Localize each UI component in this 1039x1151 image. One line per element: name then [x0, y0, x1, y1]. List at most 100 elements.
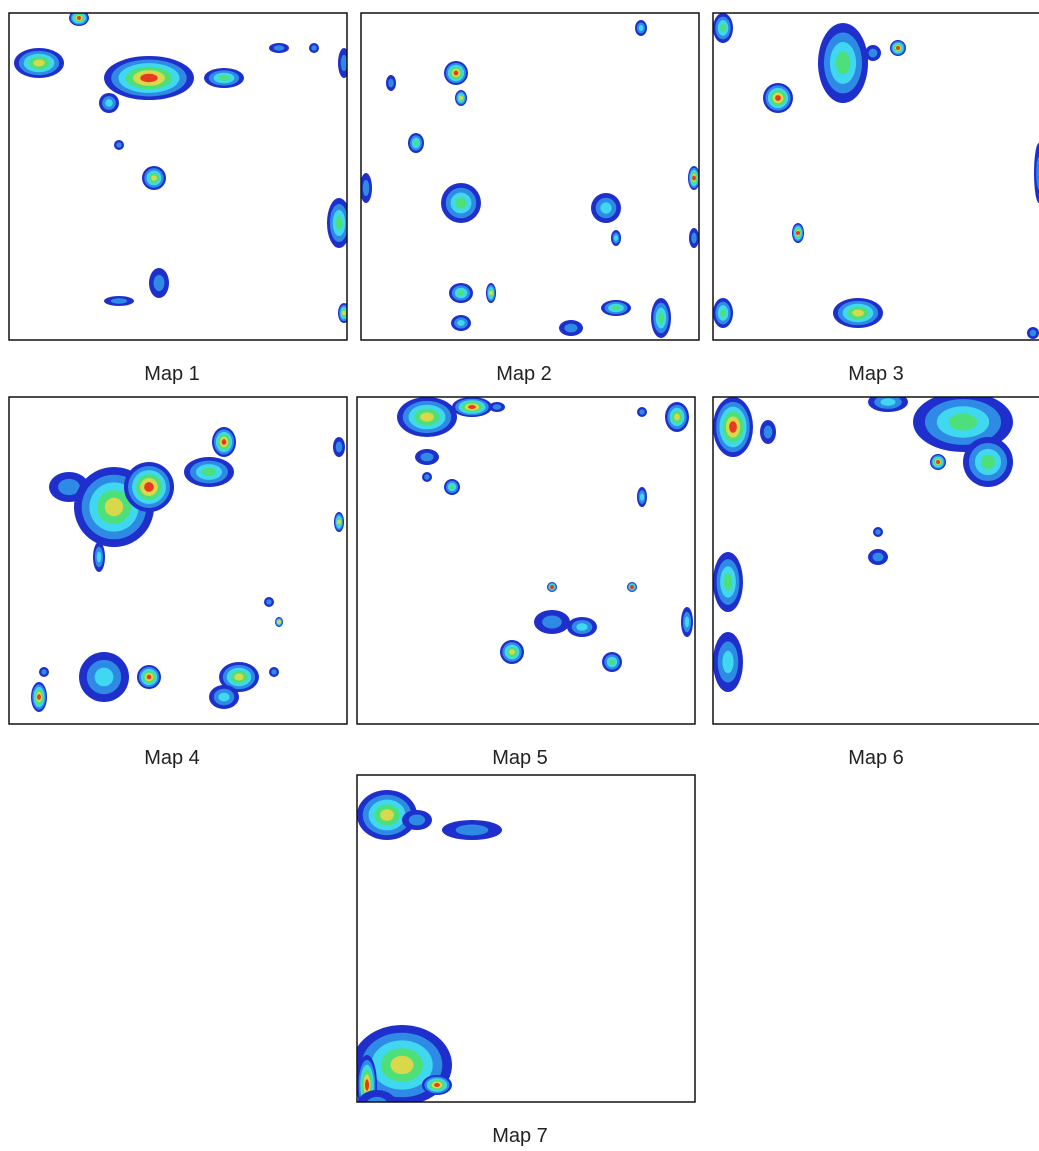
- heat-level: [611, 305, 621, 311]
- heat-level: [365, 1079, 369, 1091]
- heat-level: [720, 308, 726, 318]
- heat-blob: [275, 617, 283, 627]
- heat-level: [420, 412, 434, 422]
- heat-blob: [204, 68, 244, 88]
- map-frame: [712, 396, 1039, 725]
- heat-level: [775, 95, 781, 101]
- heat-level: [658, 312, 664, 324]
- heat-level: [614, 235, 618, 241]
- heat-blob: [327, 198, 347, 248]
- heat-level: [41, 669, 47, 675]
- heat-level: [424, 474, 430, 480]
- heat-level: [457, 320, 465, 326]
- heat-level: [980, 454, 996, 470]
- heat-blob: [357, 1090, 397, 1102]
- heat-level: [413, 140, 419, 146]
- heat-blob: [402, 810, 432, 830]
- heat-blob: [114, 140, 124, 150]
- heat-blob: [39, 667, 49, 677]
- heat-blob: [104, 296, 134, 306]
- heat-level: [691, 232, 697, 244]
- heat-level: [1029, 329, 1037, 337]
- heat-level: [146, 674, 152, 680]
- map-panel: [357, 397, 695, 724]
- heat-blob: [713, 397, 753, 457]
- heat-level: [335, 215, 343, 231]
- heat-level: [277, 620, 281, 624]
- heat-blob: [184, 457, 234, 487]
- map-frame: [360, 12, 700, 341]
- heat-level: [875, 529, 881, 535]
- heat-blob: [534, 610, 570, 634]
- map-frame: [8, 396, 348, 725]
- heat-blob: [149, 268, 169, 298]
- map-frame: [712, 12, 1039, 341]
- heat-level: [151, 175, 157, 181]
- heat-blob: [104, 56, 194, 100]
- heat-level: [542, 615, 562, 629]
- heat-blob: [567, 617, 597, 637]
- heat-level: [455, 197, 467, 209]
- heat-blob: [713, 632, 743, 692]
- heat-level: [723, 573, 733, 591]
- heat-level: [271, 669, 277, 675]
- map-background: [357, 397, 695, 724]
- heat-blob: [713, 13, 733, 43]
- heat-blob: [500, 640, 524, 664]
- heat-level: [852, 309, 864, 317]
- heat-blob: [651, 298, 671, 338]
- heat-blob: [713, 298, 733, 328]
- heat-blob: [422, 472, 432, 482]
- map-label: Map 2: [496, 363, 552, 385]
- heat-blob: [444, 61, 468, 85]
- heat-blob: [442, 820, 502, 840]
- heat-blob: [422, 1075, 452, 1095]
- heat-blob: [31, 682, 47, 712]
- heat-level: [335, 441, 343, 453]
- heat-level: [509, 649, 515, 655]
- heat-level: [342, 310, 346, 316]
- map-background: [9, 397, 347, 724]
- map-panel: [9, 397, 347, 724]
- map-label: Map 1: [144, 363, 200, 385]
- map-background: [713, 13, 1039, 340]
- heat-level: [872, 552, 884, 562]
- heat-level: [105, 99, 113, 107]
- heat-blob: [269, 43, 289, 53]
- heat-blob: [833, 298, 883, 328]
- heat-level: [96, 551, 102, 563]
- heat-blob: [415, 449, 439, 465]
- heat-level: [468, 405, 476, 409]
- heat-blob: [269, 667, 279, 677]
- heat-level: [266, 599, 272, 605]
- heat-blob: [333, 437, 345, 457]
- heat-blob: [688, 166, 699, 190]
- heat-blob: [408, 133, 424, 153]
- heat-blob: [873, 527, 883, 537]
- heat-blob: [449, 283, 473, 303]
- map-label: Map 6: [848, 747, 904, 769]
- heat-level: [492, 404, 502, 410]
- heat-level: [311, 45, 317, 51]
- map-frame: [356, 396, 696, 725]
- map-label: Map 5: [492, 747, 548, 769]
- heat-level: [362, 179, 370, 197]
- heat-level: [337, 519, 341, 525]
- heat-blob: [99, 93, 119, 113]
- heat-level: [153, 274, 165, 292]
- heat-level: [434, 1083, 440, 1087]
- heat-level: [684, 616, 690, 628]
- heat-level: [868, 48, 878, 58]
- heat-blob: [591, 193, 621, 223]
- heat-blob: [760, 420, 776, 444]
- heat-blob: [14, 48, 64, 78]
- heat-blob: [309, 43, 319, 53]
- heat-blob: [637, 407, 647, 417]
- heat-level: [722, 650, 734, 674]
- map-label: Map 3: [848, 363, 904, 385]
- heat-level: [340, 54, 347, 72]
- heat-level: [720, 23, 726, 33]
- heat-blob: [611, 230, 621, 246]
- heat-blob: [441, 183, 481, 223]
- heat-level: [116, 142, 122, 148]
